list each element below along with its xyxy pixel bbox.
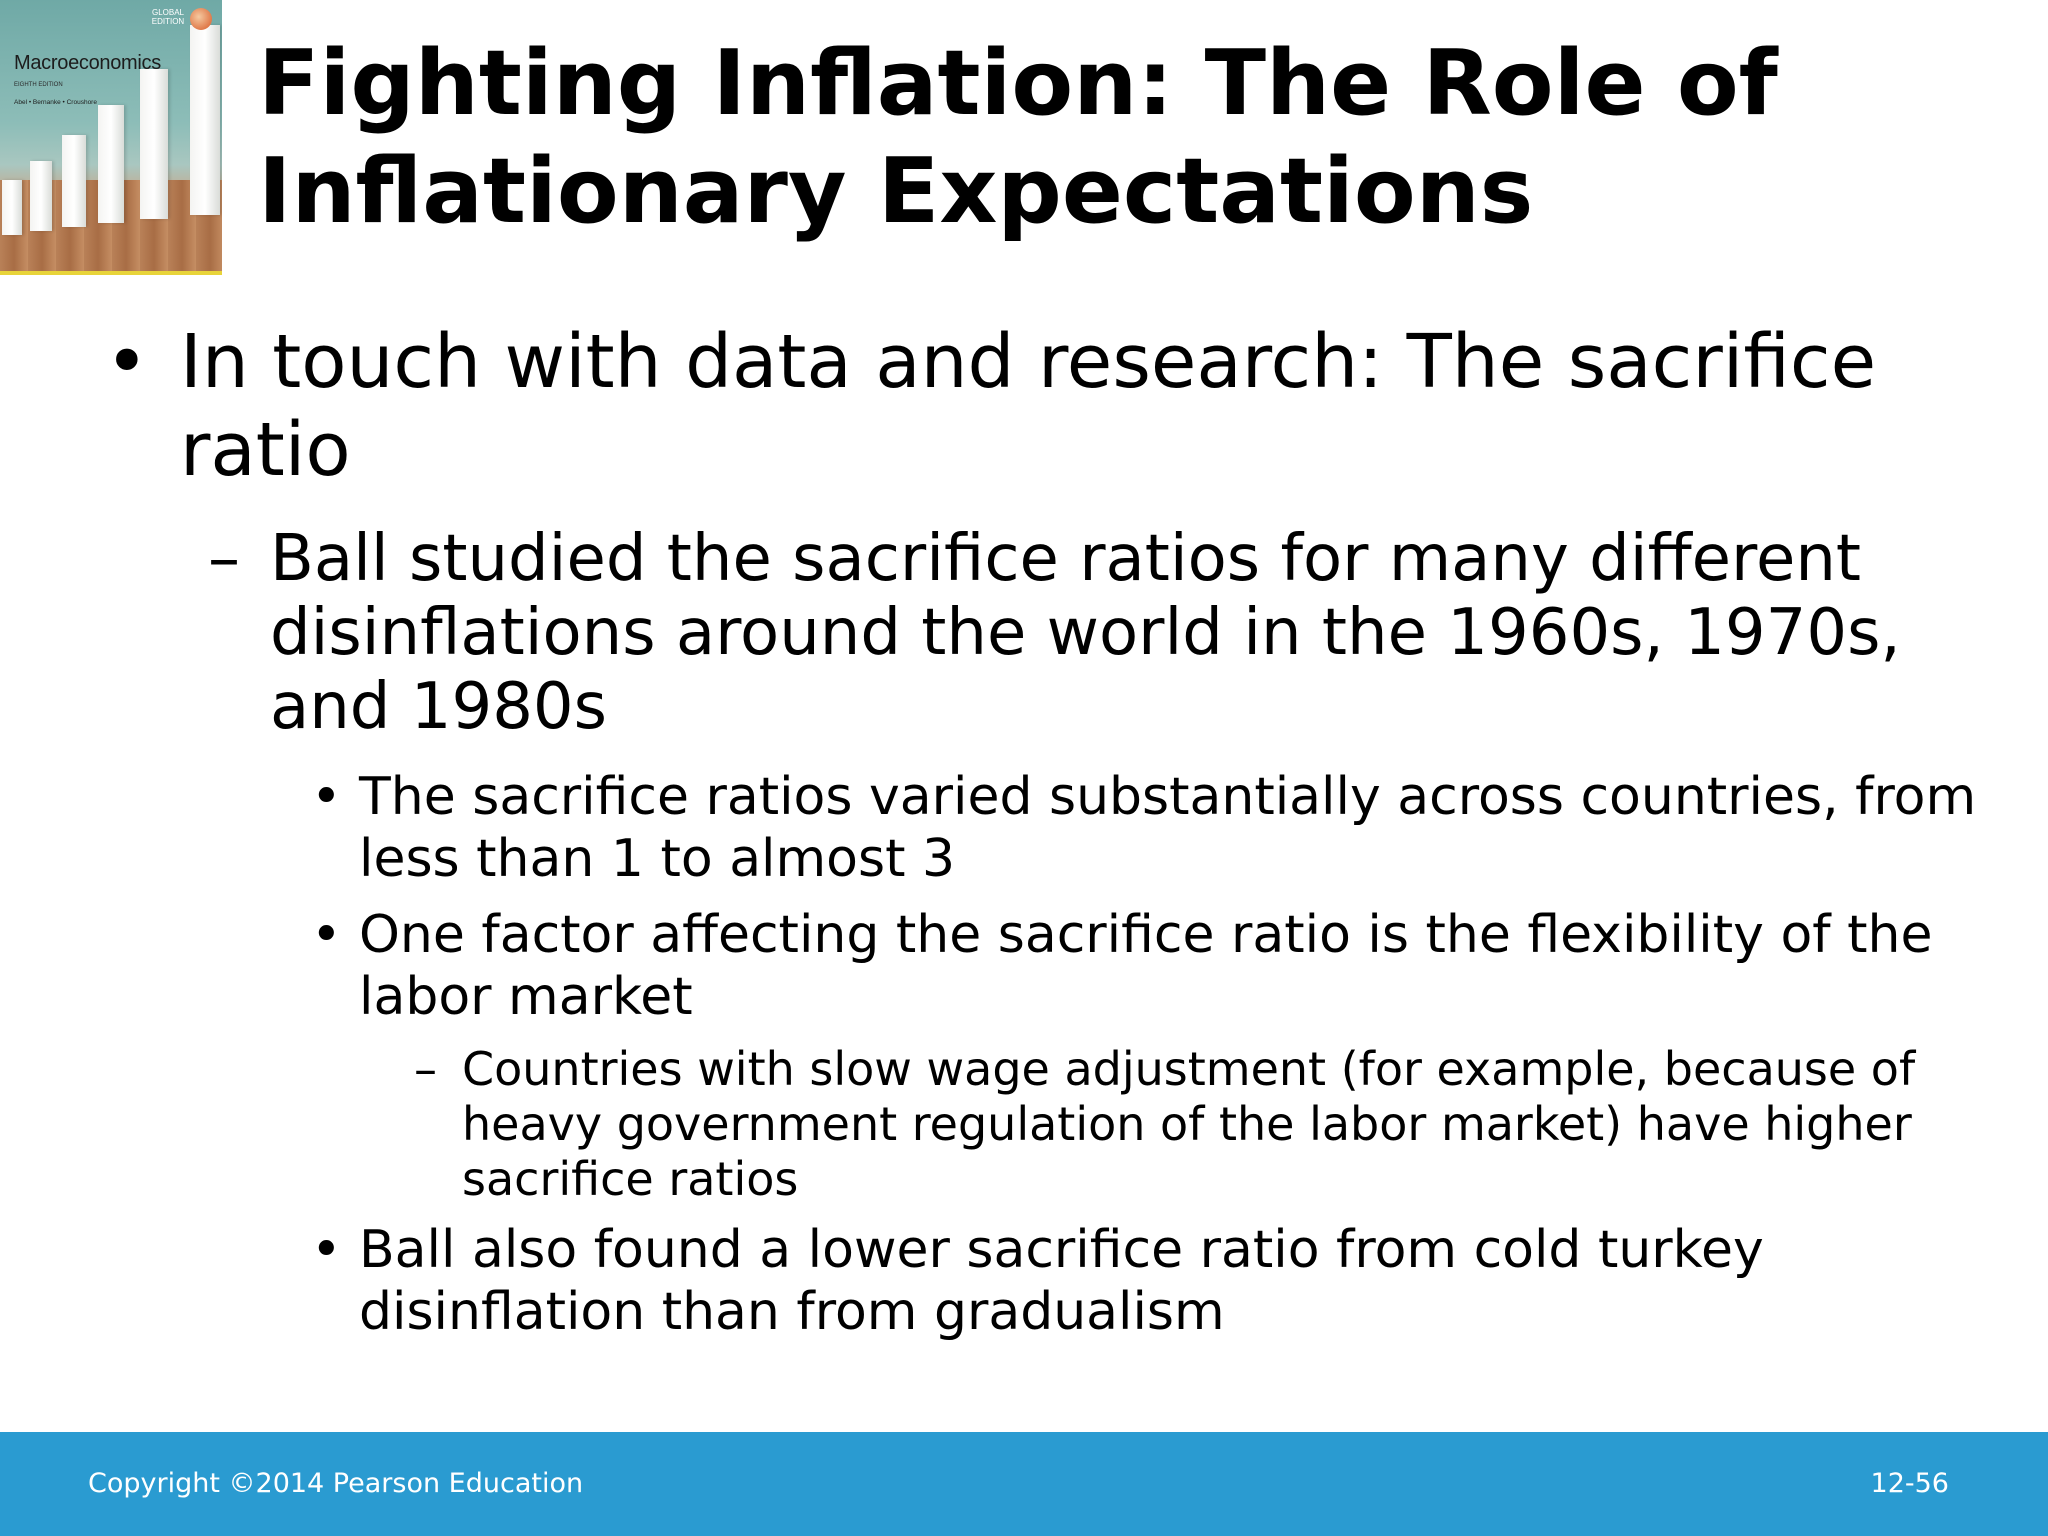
cover-bar — [30, 161, 52, 231]
bullet-level-3: • The sacrifice ratios varied substantia… — [311, 766, 1999, 890]
bullet-text: One factor affecting the sacrifice ratio… — [359, 905, 1933, 1027]
footer-bar: Copyright ©2014 Pearson Education 12-56 — [0, 1432, 2048, 1536]
badge-line-2: EDITION — [151, 17, 185, 26]
copyright-text: Copyright ©2014 Pearson Education — [88, 1468, 584, 1499]
bullet-dot-icon: • — [311, 1220, 342, 1280]
cover-authors: Abel • Bernanke • Croushore — [14, 99, 97, 106]
bullet-text: In touch with data and research: The sac… — [180, 319, 1877, 493]
cover-bar — [140, 69, 168, 219]
cover-bar — [190, 25, 220, 215]
book-cover-thumbnail: Macroeconomics EIGHTH EDITION Abel • Ber… — [0, 0, 222, 275]
cover-edition: EIGHTH EDITION — [14, 82, 63, 88]
bullet-level-3: • Ball also found a lower sacrifice rati… — [311, 1219, 1999, 1343]
cover-title: Macroeconomics — [14, 52, 161, 74]
slide-number: 12-56 — [1870, 1468, 1949, 1499]
bullet-dot-icon: • — [105, 319, 149, 405]
bullet-dash-icon: – — [414, 1042, 437, 1096]
bullet-level-1: • In touch with data and research: The s… — [105, 318, 1980, 494]
bullet-dot-icon: • — [311, 767, 342, 827]
bullet-text: Ball studied the sacrifice ratios for ma… — [270, 522, 1901, 744]
globe-icon — [190, 8, 212, 30]
bullet-dash-icon: – — [208, 522, 240, 596]
bullet-level-3: • One factor affecting the sacrifice rat… — [311, 904, 1999, 1028]
cover-bar — [98, 105, 124, 223]
bullet-text: The sacrifice ratios varied substantiall… — [359, 767, 1977, 889]
cover-accent-strip — [0, 271, 222, 275]
cover-bar — [62, 135, 86, 227]
cover-bar — [2, 180, 22, 235]
bullet-level-4: – Countries with slow wage adjustment (f… — [414, 1042, 2002, 1207]
slide-title: Fighting Inflation: The Role of Inflatio… — [258, 31, 1778, 244]
bullet-text: Ball also found a lower sacrifice ratio … — [359, 1220, 1764, 1342]
global-edition-badge: GLOBAL EDITION — [145, 8, 191, 26]
bullet-text: Countries with slow wage adjustment (for… — [462, 1042, 1916, 1206]
bullet-level-2: – Ball studied the sacrifice ratios for … — [208, 522, 1990, 744]
slide-body: • In touch with data and research: The s… — [0, 318, 2048, 1357]
badge-line-1: GLOBAL — [151, 8, 184, 17]
bullet-dot-icon: • — [311, 905, 342, 965]
